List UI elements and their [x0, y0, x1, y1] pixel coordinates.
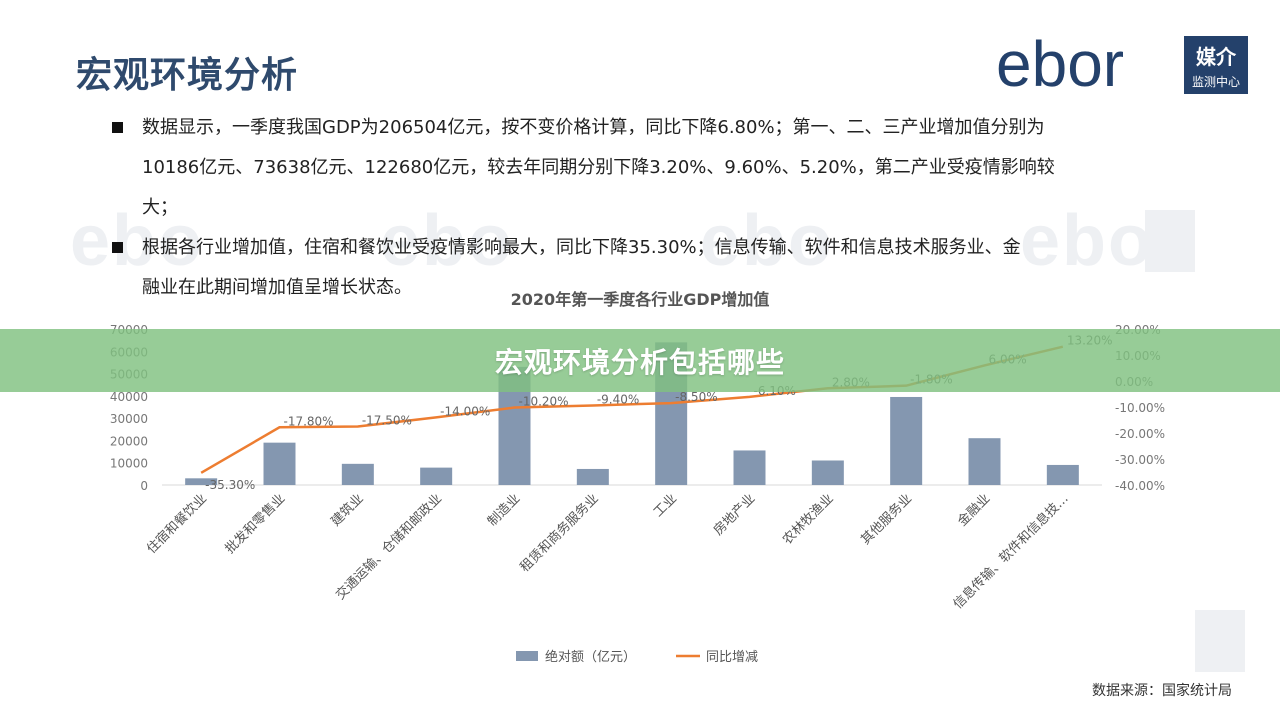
x-tick-label: 制造业: [485, 491, 523, 529]
line-data-label: -8.50%: [675, 390, 717, 404]
watermark-text: ebo: [1020, 201, 1155, 281]
square-bullet-icon: [112, 122, 123, 133]
line-data-label: -17.80%: [284, 414, 334, 428]
bullet-item: 根据各行业增加值，住宿和餐饮业受疫情影响最大，同比下降35.30%；信息传输、软…: [112, 228, 1192, 308]
bullet-line: 数据显示，一季度我国GDP为206504亿元，按不变价格计算，同比下降6.80%…: [142, 117, 1045, 138]
y-right-tick-label: -20.00%: [1115, 427, 1165, 441]
y-left-tick-label: 0: [140, 479, 148, 493]
line-data-label: -17.50%: [362, 414, 412, 428]
page-title: 宏观环境分析: [76, 55, 299, 96]
gdp-combo-chart: 2020年第一季度各行业GDP增加值0100002000030000400005…: [110, 290, 1165, 665]
brand-logo: ebor 媒介 监测中心: [996, 30, 1248, 96]
legend-bar-swatch: [516, 651, 538, 661]
y-right-tick-label: -40.00%: [1115, 479, 1165, 493]
y-right-tick-label: -30.00%: [1115, 453, 1165, 467]
bullet-list: 数据显示，一季度我国GDP为206504亿元，按不变价格计算，同比下降6.80%…: [112, 108, 1192, 308]
x-tick-label: 农林牧渔业: [780, 491, 837, 548]
bar: [890, 396, 923, 485]
overlay-banner: 宏观环境分析包括哪些: [0, 329, 1280, 392]
x-tick-label: 其他服务业: [858, 491, 915, 548]
bar: [263, 442, 296, 485]
square-bullet-icon: [112, 242, 123, 253]
x-tick-label: 工业: [651, 491, 680, 520]
x-tick-label: 租赁和商务服务业: [517, 491, 602, 576]
logo-wordmark: ebor: [996, 30, 1124, 96]
x-tick-label: 住宿和餐饮业: [144, 491, 210, 557]
bar: [576, 468, 609, 485]
x-tick-label: 房地产业: [710, 491, 758, 539]
bar: [733, 450, 766, 485]
watermark-block: [1195, 610, 1245, 672]
line-data-label: -35.30%: [205, 478, 255, 492]
watermark-text: ebo: [380, 201, 515, 281]
bar: [1046, 464, 1079, 485]
logo-cn-top: 媒介: [1196, 45, 1237, 69]
x-tick-label: 金融业: [954, 491, 993, 530]
chart-title: 2020年第一季度各行业GDP增加值: [511, 290, 770, 309]
line-data-label: -14.00%: [440, 404, 490, 418]
bar: [185, 478, 218, 485]
y-left-tick-label: 20000: [110, 434, 148, 448]
data-source-note: 数据来源：国家统计局: [1092, 683, 1232, 699]
x-tick-label: 建筑业: [328, 491, 367, 530]
watermark-block: [1145, 210, 1195, 272]
line-data-label: -10.20%: [519, 395, 569, 409]
bar: [341, 463, 374, 485]
bullet-line: 根据各行业增加值，住宿和餐饮业受疫情影响最大，同比下降35.30%；信息传输、软…: [142, 237, 1021, 258]
bullet-line: 融业在此期间增加值呈增长状态。: [142, 277, 412, 298]
bar: [420, 467, 453, 485]
logo-badge: [1184, 36, 1248, 94]
line-data-label: -9.40%: [597, 392, 639, 406]
y-left-tick-label: 40000: [110, 390, 148, 404]
legend-bar-label: 绝对额（亿元）: [545, 649, 636, 665]
legend-line-label: 同比增减: [706, 650, 758, 665]
bar: [968, 438, 1001, 485]
x-tick-label: 批发和零售业: [222, 491, 288, 557]
bullet-item: 数据显示，一季度我国GDP为206504亿元，按不变价格计算，同比下降6.80%…: [112, 108, 1192, 228]
logo-cn-bottom: 监测中心: [1192, 74, 1240, 89]
bullet-line: 大；: [142, 197, 178, 218]
watermark-text: ebo: [700, 201, 835, 281]
y-left-tick-label: 10000: [110, 457, 148, 471]
bar: [811, 460, 844, 485]
bullet-line: 10186亿元、73638亿元、122680亿元，较去年同期分别下降3.20%、…: [142, 157, 1055, 178]
watermark-text: ebo: [70, 201, 205, 281]
y-left-tick-label: 30000: [110, 412, 148, 426]
y-right-tick-label: -10.00%: [1115, 401, 1165, 415]
